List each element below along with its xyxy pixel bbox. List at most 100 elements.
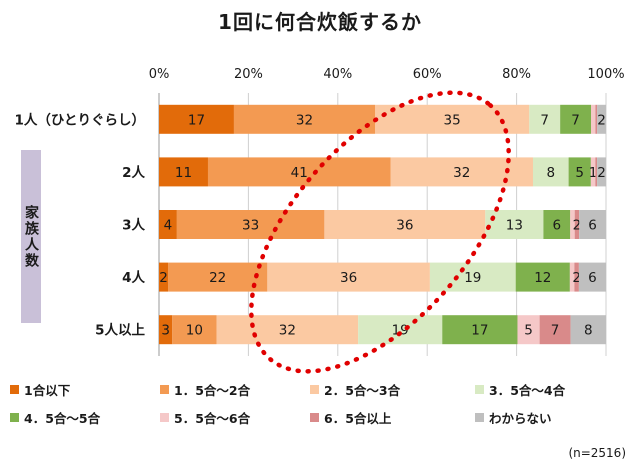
bar-segment — [207, 157, 391, 187]
data-label: 5 — [575, 165, 584, 181]
bar-segment — [442, 315, 518, 345]
data-label: 3 — [161, 323, 170, 339]
bar-segment — [579, 210, 606, 239]
bar-segment — [568, 157, 591, 187]
bar-segment — [591, 104, 596, 134]
bar-segment — [515, 262, 570, 292]
category-label: 3人 — [122, 218, 145, 234]
category-label: 2人 — [122, 165, 145, 181]
bar-segment — [176, 210, 325, 239]
bar-segment — [595, 104, 598, 134]
category-label: 4人 — [122, 270, 145, 286]
family-size-label: 家族人数 — [23, 204, 39, 269]
legend-item: 5．5合～6合 — [160, 408, 250, 427]
highlight-ellipse — [249, 90, 511, 374]
x-tick-label: 100% — [587, 67, 624, 82]
data-label: 22 — [209, 270, 226, 286]
bar-segment — [429, 262, 516, 292]
bar-segment — [159, 262, 169, 292]
data-label: 35 — [444, 112, 461, 128]
legend-label: 4．5合～5合 — [24, 411, 101, 426]
legend-item: 1合以下 — [10, 380, 70, 399]
bar-segment — [358, 315, 443, 345]
legend-label: わからない — [489, 411, 552, 426]
category-label: 5人以上 — [95, 323, 145, 339]
data-label: 33 — [242, 218, 259, 234]
data-label: 6 — [588, 270, 597, 286]
data-label: 8 — [584, 323, 593, 339]
data-label: 41 — [291, 165, 308, 181]
legend-item: 4．5合～5合 — [10, 408, 100, 427]
data-label: 32 — [453, 165, 470, 181]
bar-segment — [597, 157, 606, 187]
bar-segment — [233, 104, 376, 134]
legend-item: わからない — [475, 408, 552, 427]
bar-segment — [159, 104, 234, 134]
data-label: 2 — [159, 270, 168, 286]
data-label: 17 — [471, 323, 488, 339]
x-tick-label: 0% — [149, 67, 170, 82]
legend-swatch — [310, 385, 319, 394]
data-label: 32 — [296, 112, 313, 128]
x-tick-label: 20% — [234, 67, 263, 82]
data-label: 7 — [571, 112, 580, 128]
data-label: 12 — [534, 270, 551, 286]
bar-segment — [532, 157, 569, 187]
chart-title: 1回に何合炊飯するか — [218, 10, 422, 34]
data-label: 4 — [164, 218, 173, 234]
sample-size-note: (n=2516) — [568, 446, 626, 460]
bar-segment — [172, 315, 217, 345]
data-label: 2 — [573, 218, 582, 234]
legend-item: 6．5合以上 — [310, 408, 391, 427]
bar-segment — [529, 104, 561, 134]
bar-segment — [569, 262, 575, 292]
legend-item: 1．5合～2合 — [160, 380, 250, 399]
data-label: 36 — [340, 270, 357, 286]
data-label: 17 — [188, 112, 205, 128]
category-label: 1人（ひとりぐらし） — [15, 112, 146, 128]
bar-segment — [570, 210, 575, 239]
bar-segment — [574, 210, 580, 239]
bar-segment — [539, 315, 571, 345]
bar-segment — [216, 315, 359, 345]
bar-segment — [595, 157, 598, 187]
bar-segment — [597, 104, 606, 134]
legend-label: 2．5合～3合 — [324, 383, 401, 398]
bar-segment — [574, 262, 579, 292]
bar-segment — [267, 262, 430, 292]
bar-segment — [159, 157, 208, 187]
data-label: 36 — [396, 218, 413, 234]
legend-label: 3．5合～4合 — [489, 383, 566, 398]
legend-swatch — [475, 385, 484, 394]
x-tick-label: 60% — [413, 67, 442, 82]
bar-segment — [590, 157, 596, 187]
data-label: 2 — [597, 165, 606, 181]
bar-segment — [485, 210, 544, 239]
x-tick-label: 40% — [323, 67, 352, 82]
data-label: 19 — [464, 270, 481, 286]
family-size-label-box: 家族人数 — [21, 150, 41, 323]
legend-label: 1合以下 — [24, 383, 71, 398]
data-label: 7 — [540, 112, 549, 128]
data-label: 5 — [524, 323, 533, 339]
data-label: 7 — [551, 323, 560, 339]
x-tick-label: 80% — [502, 67, 531, 82]
legend-swatch — [10, 385, 19, 394]
data-label: 2 — [572, 270, 581, 286]
bar-segment — [324, 210, 486, 239]
legend-item: 3．5合～4合 — [475, 380, 565, 399]
data-label: 2 — [597, 112, 606, 128]
legend-label: 6．5合以上 — [324, 411, 392, 426]
bar-segment — [159, 210, 177, 239]
data-label: 1 — [589, 165, 598, 181]
legend-label: 5．5合～6合 — [174, 411, 251, 426]
data-label: 13 — [506, 218, 523, 234]
legend-swatch — [10, 413, 19, 422]
bar-segment — [517, 315, 540, 345]
bar-segment — [543, 210, 571, 239]
data-label: 11 — [175, 165, 192, 181]
bar-segment — [168, 262, 268, 292]
legend-swatch — [160, 413, 169, 422]
data-label: 19 — [392, 323, 409, 339]
